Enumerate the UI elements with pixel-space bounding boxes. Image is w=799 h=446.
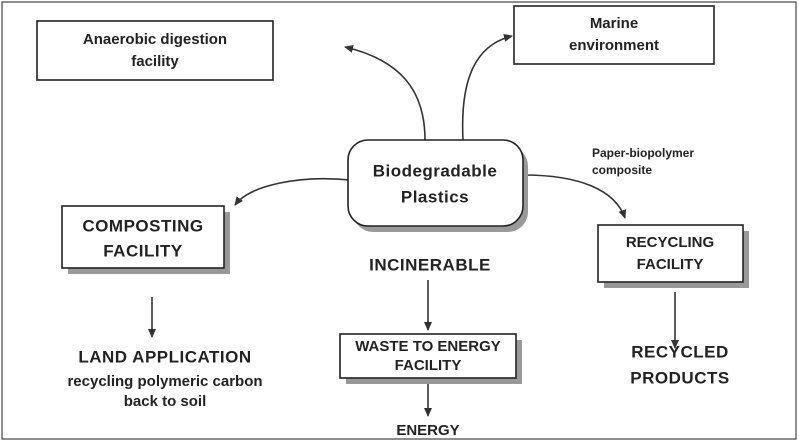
node-box: [597, 224, 744, 283]
node-label: FACILITY: [103, 241, 183, 260]
node-label: Plastics: [401, 187, 469, 206]
outcome-label: back to soil: [124, 393, 207, 410]
edge-label: composite: [592, 163, 652, 177]
edge-label: INCINERABLE: [369, 255, 491, 274]
node-box: [339, 333, 517, 379]
arrow: [522, 174, 627, 219]
node-label: Anaerobic digestion: [83, 31, 227, 48]
arrow: [344, 44, 426, 141]
node-box: [61, 205, 225, 269]
node-label: facility: [131, 53, 179, 70]
node-label: Marine: [590, 15, 638, 32]
node-label: FACILITY: [637, 256, 704, 273]
outcome-label: LAND APPLICATION: [78, 347, 251, 366]
outcome-label: ENERGY: [396, 422, 459, 439]
node-box: [36, 20, 274, 81]
node-box: [513, 5, 715, 65]
node-label: environment: [569, 37, 659, 54]
node-label: WASTE TO ENERGY: [355, 338, 501, 355]
outcome-label: RECYCLED: [631, 342, 729, 361]
arrow: [461, 34, 513, 141]
node-label: Biodegradable: [373, 161, 498, 180]
edge-label: Paper-biopolymer: [592, 146, 694, 160]
node-label: COMPOSTING: [82, 216, 203, 235]
outcome-label: PRODUCTS: [630, 368, 729, 387]
node-box: [347, 139, 524, 227]
node-label: RECYCLING: [626, 234, 714, 251]
arrow: [234, 177, 351, 206]
node-label: FACILITY: [395, 357, 462, 374]
outcome-label: recycling polymeric carbon: [67, 373, 262, 390]
